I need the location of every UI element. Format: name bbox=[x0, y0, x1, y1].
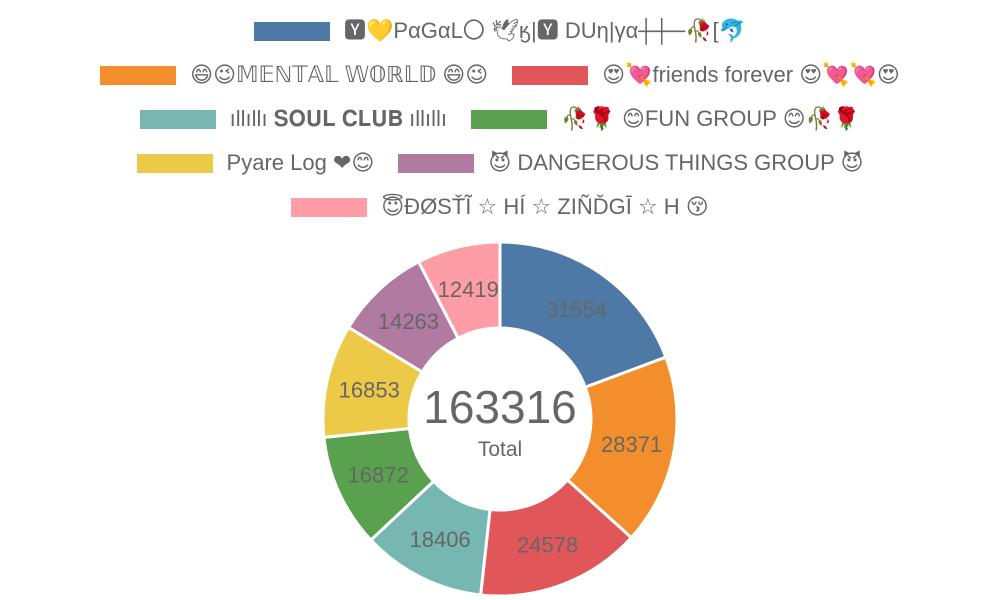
slice-value-label: 16853 bbox=[339, 378, 400, 403]
legend-swatch bbox=[100, 65, 177, 85]
legend-item[interactable]: Pyare Log ❤😊 bbox=[136, 150, 375, 176]
legend-label: 🆈💛PαGαL〇 🕊ӄ|🆈 DUη|γα┼┼─🥀[🐬 bbox=[344, 18, 746, 43]
slice-value-label: 18406 bbox=[409, 527, 470, 552]
legend-swatch bbox=[512, 65, 589, 85]
legend-swatch bbox=[291, 197, 368, 217]
legend-item[interactable]: ıllıllı 𝐒𝐎𝐔𝐋 𝐂𝐋𝐔𝐁 ıllıllı bbox=[139, 106, 448, 132]
slice-value-label: 12419 bbox=[438, 277, 499, 302]
legend-label: 😈 DANGEROUS THINGS GROUP 😈 bbox=[488, 150, 864, 175]
donut-slice[interactable] bbox=[416, 240, 502, 341]
legend-label: 😍💘friends forever 😍💘💘😍 bbox=[602, 62, 900, 87]
legend-label: Pyare Log ❤😊 bbox=[226, 150, 375, 175]
legend-item[interactable]: 🆈💛PαGαL〇 🕊ӄ|🆈 DUη|γα┼┼─🥀[🐬 bbox=[254, 18, 746, 44]
legend-row: Pyare Log ❤😊 😈 DANGEROUS THINGS GROUP 😈 bbox=[0, 150, 1000, 176]
legend-item[interactable]: 😈 DANGEROUS THINGS GROUP 😈 bbox=[398, 150, 863, 176]
legend-swatch bbox=[398, 153, 475, 173]
legend-row: ıllıllı 𝐒𝐎𝐔𝐋 𝐂𝐋𝐔𝐁 ıllıllı 🥀🌹 😊FUN GROUP 😊… bbox=[0, 106, 1000, 132]
legend-label: 😄😉𝕄𝔼ℕ𝕋𝔸𝕃 𝕎𝕆ℝ𝕃𝔻 😄😉 bbox=[190, 62, 489, 87]
slice-value-label: 16872 bbox=[348, 463, 409, 488]
legend-item[interactable]: 😍💘friends forever 😍💘💘😍 bbox=[512, 62, 900, 88]
legend-item[interactable]: 🥀🌹 😊FUN GROUP 😊🥀🌹 bbox=[471, 106, 860, 132]
slice-value-label: 14263 bbox=[378, 309, 439, 334]
donut-slice[interactable] bbox=[498, 240, 668, 390]
slice-labels-group: 31554 28371 24578 18406 16872 16853 14263 12419 bbox=[339, 277, 663, 557]
legend-swatch bbox=[136, 153, 213, 173]
legend-row: 😄😉𝕄𝔼ℕ𝕋𝔸𝕃 𝕎𝕆ℝ𝕃𝔻 😄😉 😍💘friends forever 😍💘💘😍 bbox=[0, 62, 1000, 88]
slice-value-label: 28371 bbox=[601, 432, 662, 457]
donut-slice[interactable] bbox=[565, 355, 679, 540]
legend-swatch bbox=[254, 21, 331, 41]
total-value: 163316 bbox=[423, 381, 577, 433]
slice-value-label: 31554 bbox=[546, 297, 607, 322]
legend-swatch bbox=[471, 109, 548, 129]
slice-value-label: 24578 bbox=[517, 532, 578, 557]
legend-item[interactable]: 😇ĐØSŤĨ ☆ HÍ ☆ ZIÑĎGĪ ☆ H 😚 bbox=[291, 194, 709, 220]
legend-row: 😇ĐØSŤĨ ☆ HÍ ☆ ZIÑĎGĪ ☆ H 😚 bbox=[0, 194, 1000, 220]
legend-label: 😇ĐØSŤĨ ☆ HÍ ☆ ZIÑĎGĪ ☆ H 😚 bbox=[381, 194, 709, 219]
legend-item[interactable]: 😄😉𝕄𝔼ℕ𝕋𝔸𝕃 𝕎𝕆ℝ𝕃𝔻 😄😉 bbox=[100, 62, 488, 88]
legend-row: 🆈💛PαGαL〇 🕊ӄ|🆈 DUη|γα┼┼─🥀[🐬 bbox=[0, 18, 1000, 44]
legend-label: 🥀🌹 😊FUN GROUP 😊🥀🌹 bbox=[561, 106, 861, 131]
donut-slice[interactable] bbox=[479, 477, 634, 598]
slices-group bbox=[321, 240, 679, 598]
legend-swatch bbox=[139, 109, 216, 129]
total-caption: Total bbox=[478, 438, 522, 461]
legend-label: ıllıllı 𝐒𝐎𝐔𝐋 𝐂𝐋𝐔𝐁 ıllıllı bbox=[229, 106, 448, 131]
